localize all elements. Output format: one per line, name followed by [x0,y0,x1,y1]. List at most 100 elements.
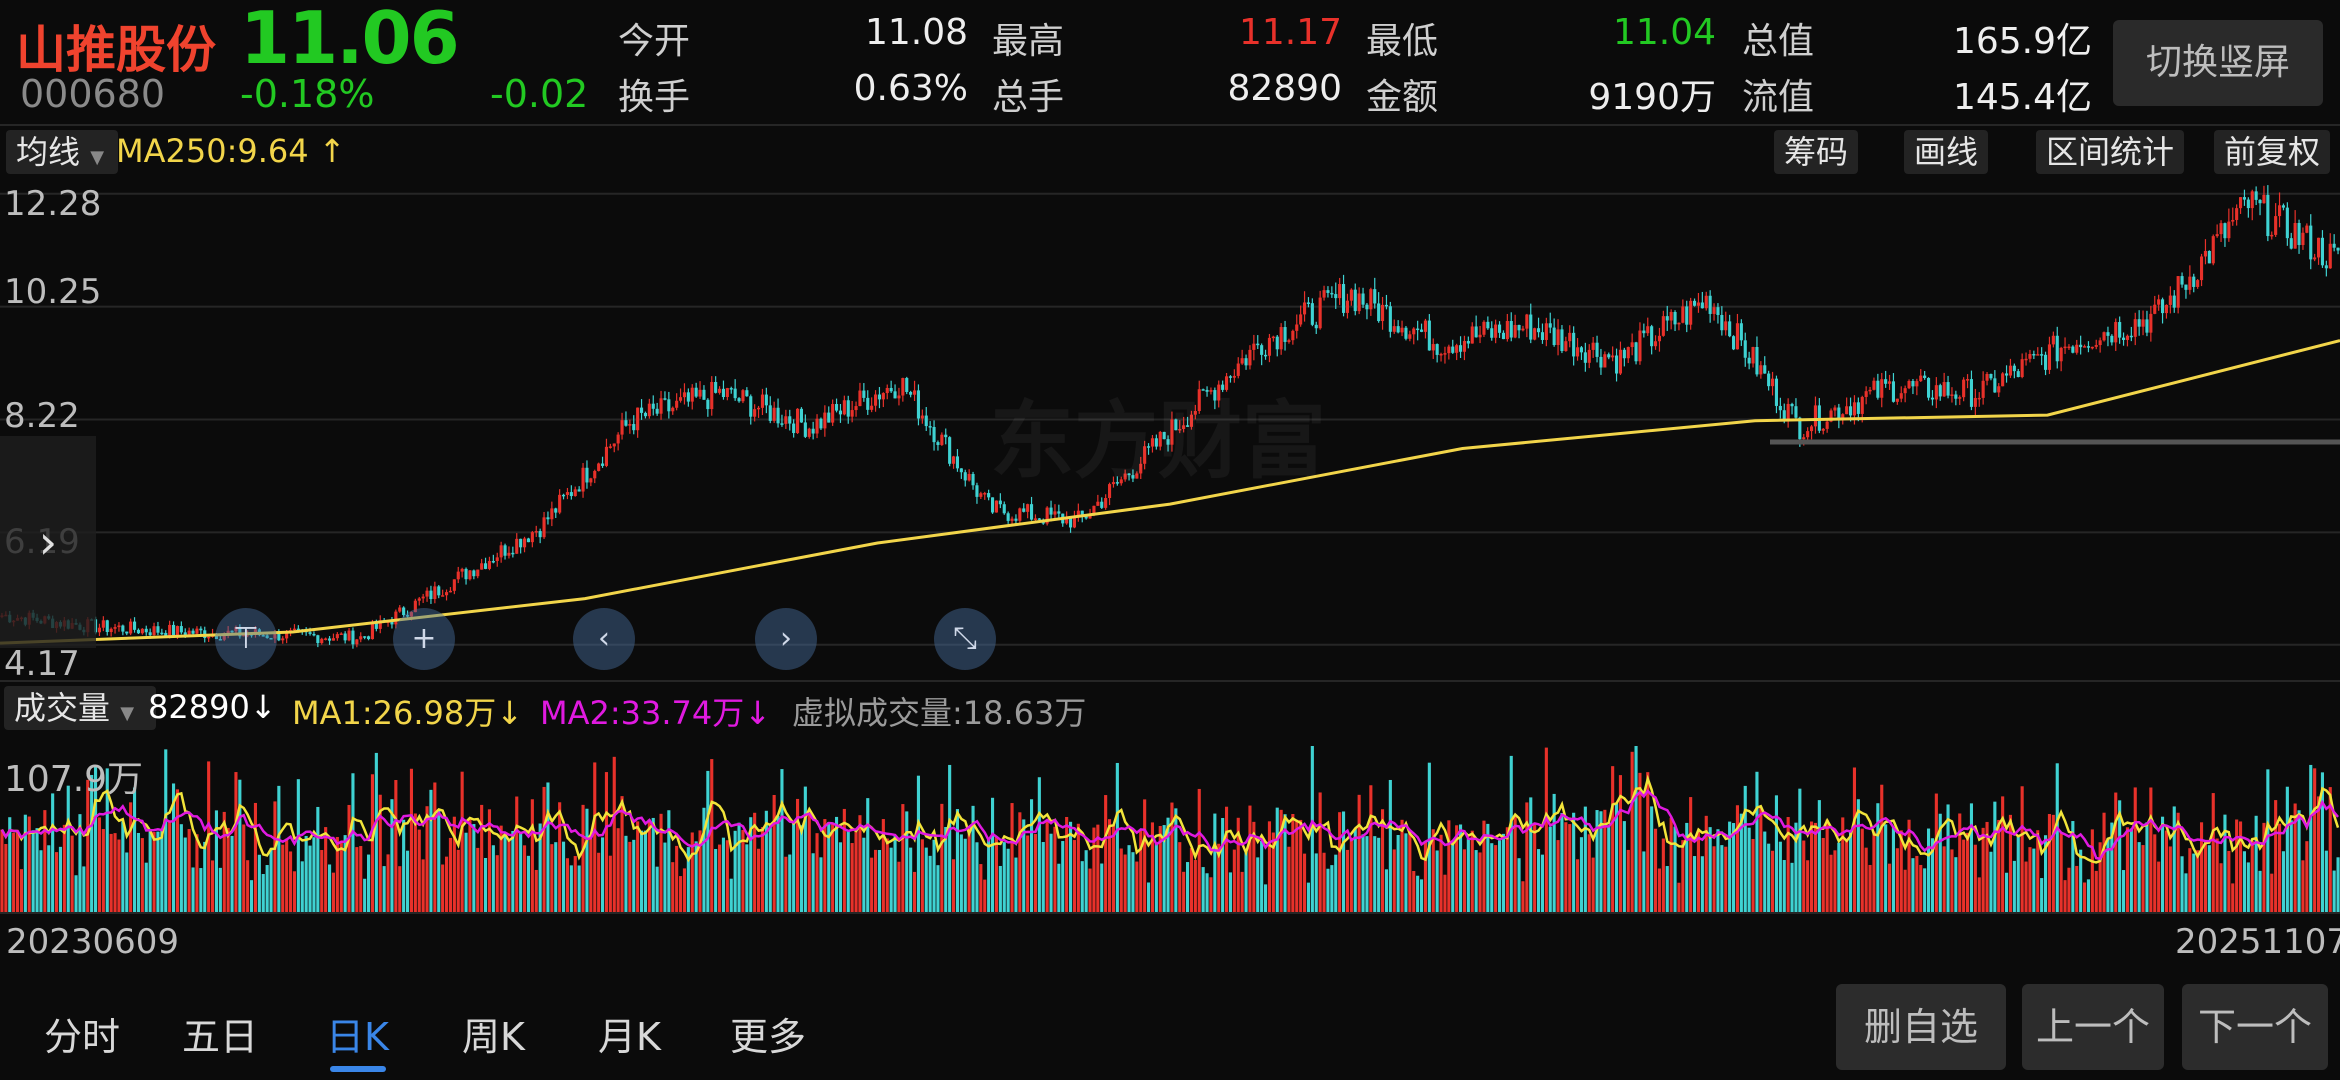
quote-value: 9190万 [1588,77,1716,118]
volume-bar [1283,814,1287,912]
chips-button[interactable]: 筹码 [1774,130,1859,174]
volume-bar [366,854,371,912]
candle-body [1638,330,1642,362]
chevron-down-icon: ▼ [90,147,105,168]
candle-body [1115,482,1119,484]
tab-daily-k[interactable]: 日K [326,1015,389,1059]
volume-bar [1802,840,1806,912]
candle-body [1365,304,1369,310]
candle-body [1763,365,1767,374]
candle-body [710,381,714,410]
volume-bar [1794,822,1798,912]
volume-bar [1685,822,1689,912]
volume-bar [1080,861,1084,912]
ma250-line [0,339,2340,645]
candle-body [1575,347,1580,357]
volume-bar [234,772,238,912]
volume-bar [2145,822,2149,912]
volume-bar [335,836,339,912]
tab-more[interactable]: 更多 [730,1015,807,1059]
quote-label: 换手 [618,77,691,118]
tab-intraday[interactable]: 分时 [44,1015,121,1059]
volume-bar [1556,840,1560,912]
price-axis-label: 10.25 [4,272,102,312]
candle-body [1412,328,1416,335]
candle-body [1739,323,1743,341]
candle-body [1361,293,1365,305]
shrink-icon[interactable]: ⤡ [934,608,996,670]
tab-five-day[interactable]: 五日 [182,1015,259,1059]
candle-body [2328,243,2332,269]
volume-bar [1271,832,1275,912]
candle-body [1451,346,1455,353]
candle-body [409,612,414,617]
volume-bar [1657,868,1662,912]
candle-body [998,500,1002,505]
candle-body [316,635,320,644]
volume-bar [2047,814,2052,912]
volume-bar [421,859,425,912]
volume-bar [1427,762,1431,912]
volume-bar [2075,865,2079,912]
candle-body [1728,321,1732,337]
ma-select-dropdown[interactable]: 均线 ▼ [6,130,118,174]
volume-bar [1548,826,1552,912]
last-price: 11.06 [240,0,460,80]
volume-chart[interactable] [0,736,2340,912]
kline-chart[interactable] [0,176,2340,682]
candle-body [1010,518,1014,521]
volume-bar [2309,764,2313,912]
candle-body [448,590,453,593]
candle-body [1985,373,1989,381]
price-axis-label: 8.22 [4,396,80,436]
adjust-price-button[interactable]: 前复权 [2214,130,2331,174]
candle-body [573,489,577,497]
volume-bar [144,862,148,912]
remove-watchlist-button[interactable]: 删自选 [1836,984,2006,1070]
volume-bar [281,844,285,912]
switch-portrait-button[interactable]: 切换竖屏 [2113,20,2323,106]
volume-bar [1887,863,1892,912]
candle-body [1653,341,1658,347]
end-date: 20251107 [2175,922,2340,962]
indicator-select-dropdown[interactable]: 成交量 ▼ [4,686,156,730]
volume-bar [1431,829,1435,912]
draw-line-button[interactable]: 画线 [1904,130,1989,174]
volume-bar [2125,827,2130,912]
candle-body [1556,329,1560,346]
volume-bar [1139,830,1143,912]
tab-monthly-k[interactable]: 月K [598,1015,661,1059]
candle-body [643,412,648,417]
candle-body [2227,221,2231,239]
chevron-right-icon[interactable]: › [755,608,817,670]
candle-body [1700,302,1704,309]
range-stats-button[interactable]: 区间统计 [2036,130,2185,174]
chevron-left-icon[interactable]: ‹ [573,608,635,670]
volume-bar [171,783,176,912]
candle-body [218,639,222,641]
tab-weekly-k[interactable]: 周K [462,1015,525,1059]
candle-body [1185,425,1190,427]
next-stock-button[interactable]: 下一个 [2182,984,2328,1070]
volume-bar [2008,814,2013,912]
volume-bar [780,769,784,912]
zoom-in-icon[interactable]: + [393,608,455,670]
jump-start-icon[interactable]: ⊤ [215,608,277,670]
volume-bar [1341,811,1346,912]
candle-body [1072,515,1077,528]
candle-body [117,625,121,628]
candle-body [238,627,242,637]
candle-body [1724,321,1728,331]
volume-bar [1747,827,1751,912]
volume-bar [2036,830,2040,912]
candle-body [647,403,651,417]
volume-bar [1209,877,1213,912]
previous-stock-button[interactable]: 上一个 [2022,984,2164,1070]
expand-panel-handle[interactable]: › [0,436,96,648]
candle-body [1205,389,1209,392]
volume-bar [1100,863,1104,912]
candle-body [1396,326,1400,333]
candle-body [2075,344,2079,353]
candle-body [2040,354,2044,356]
candle-body [2141,319,2145,327]
